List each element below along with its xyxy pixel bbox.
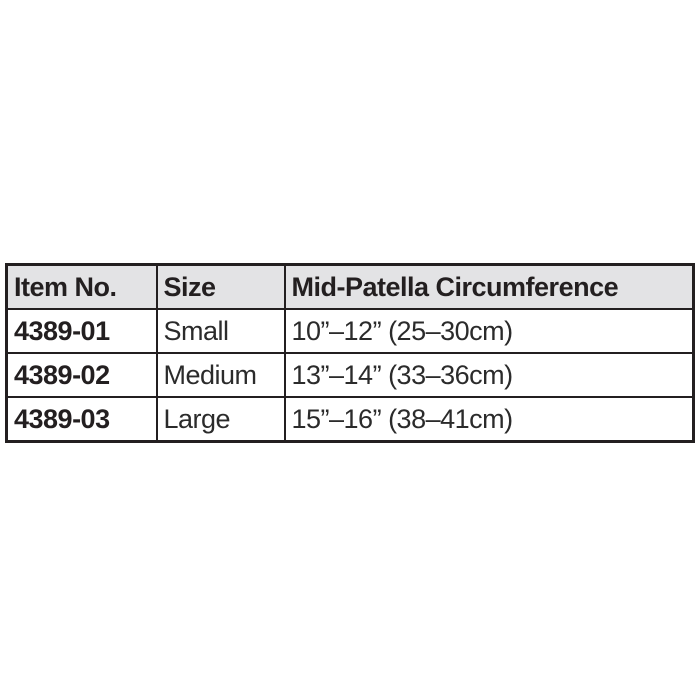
table-row: 4389-03 Large 15”–16” (38–41cm) — [5, 396, 695, 443]
cell-size: Large — [155, 396, 286, 443]
sizing-table: Item No. Size Mid-Patella Circumference … — [5, 263, 695, 443]
header-row: Item No. Size Mid-Patella Circumference — [5, 263, 695, 310]
header-cell-circumference: Mid-Patella Circumference — [283, 263, 695, 310]
cell-circumference: 13”–14” (33–36cm) — [283, 352, 695, 398]
table-row: 4389-01 Small 10”–12” (25–30cm) — [5, 308, 695, 354]
cell-item-no: 4389-01 — [5, 308, 158, 354]
cell-circumference: 15”–16” (38–41cm) — [283, 396, 695, 443]
header-cell-item-no: Item No. — [5, 263, 158, 310]
cell-size: Medium — [155, 352, 286, 398]
cell-size: Small — [155, 308, 286, 354]
cell-circumference: 10”–12” (25–30cm) — [283, 308, 695, 354]
table-row: 4389-02 Medium 13”–14” (33–36cm) — [5, 352, 695, 398]
cell-item-no: 4389-02 — [5, 352, 158, 398]
header-cell-size: Size — [155, 263, 286, 310]
cell-item-no: 4389-03 — [5, 396, 158, 443]
